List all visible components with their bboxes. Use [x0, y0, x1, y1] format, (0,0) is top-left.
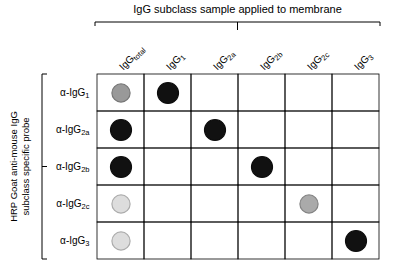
svg-text:IgG2b: IgG2b — [258, 47, 285, 74]
svg-text:IgG3: IgG3 — [352, 50, 376, 74]
svg-text:α-IgG2b: α-IgG2b — [56, 161, 90, 174]
svg-text:α-IgG3: α-IgG3 — [60, 235, 89, 248]
svg-text:IgG2a: IgG2a — [211, 47, 238, 74]
svg-text:α-IgG1: α-IgG1 — [60, 87, 89, 100]
svg-text:α-IgG2c: α-IgG2c — [56, 198, 89, 211]
svg-text:IgG subclass sample applied to: IgG subclass sample applied to membrane — [133, 3, 342, 15]
svg-text:IgG1: IgG1 — [164, 50, 188, 74]
svg-text:α-IgG2a: α-IgG2a — [56, 124, 90, 137]
svg-text:HRP Goat anti-mouse IgGsubclas: HRP Goat anti-mouse IgGsubclass specific… — [8, 111, 31, 222]
svg-text:IgG2c: IgG2c — [305, 47, 332, 74]
svg-text:IgGtotal: IgGtotal — [117, 43, 148, 74]
